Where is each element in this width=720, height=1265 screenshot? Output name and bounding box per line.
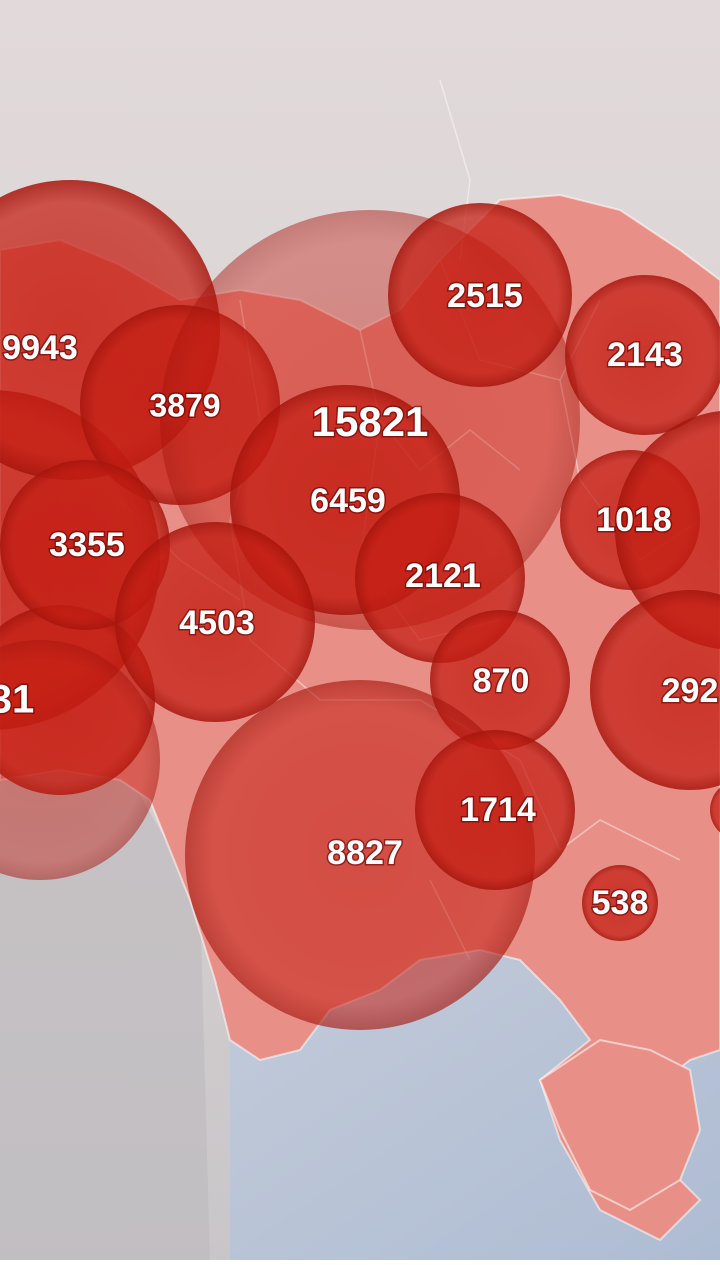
- region-value-label: 8827: [327, 834, 403, 872]
- bubble-1714: [415, 730, 575, 890]
- region-value-label: 1714: [460, 791, 536, 829]
- region-value-label: 2121: [405, 557, 481, 595]
- peninsula-shape: [538, 1038, 702, 1212]
- region-value-label: 3355: [49, 526, 125, 564]
- bubble-2515: [388, 203, 572, 387]
- region-value-label: 15821: [312, 398, 429, 445]
- bubble-2143: [565, 275, 720, 435]
- region-value-label: 4503: [179, 604, 255, 642]
- bubble-east-small: [710, 787, 720, 833]
- bubble-east-edge: [615, 410, 720, 650]
- region-value-label: 6459: [310, 482, 386, 520]
- bubble-538: [582, 865, 658, 941]
- region-value-label: 292: [662, 672, 719, 710]
- region-value-label: 538: [592, 884, 649, 922]
- region-value-label: 2515: [447, 277, 523, 315]
- region-value-label: 9943: [2, 329, 78, 367]
- bubble-southwest-outer: [0, 640, 160, 880]
- bubble-4503: [115, 522, 315, 722]
- region-value-label: 31: [0, 678, 34, 722]
- region-value-label: 2143: [607, 336, 683, 374]
- region-value-label: 1018: [596, 501, 672, 539]
- terrain-shading: [0, 760, 210, 1260]
- label-layer: 9943 3879 15821 2515 2143 6459 3355 1018…: [0, 275, 720, 923]
- region-value-label: 870: [473, 662, 530, 700]
- region-value-label: 3879: [149, 387, 220, 423]
- bubble-layer: [0, 180, 720, 1030]
- bubble-292: [590, 590, 720, 790]
